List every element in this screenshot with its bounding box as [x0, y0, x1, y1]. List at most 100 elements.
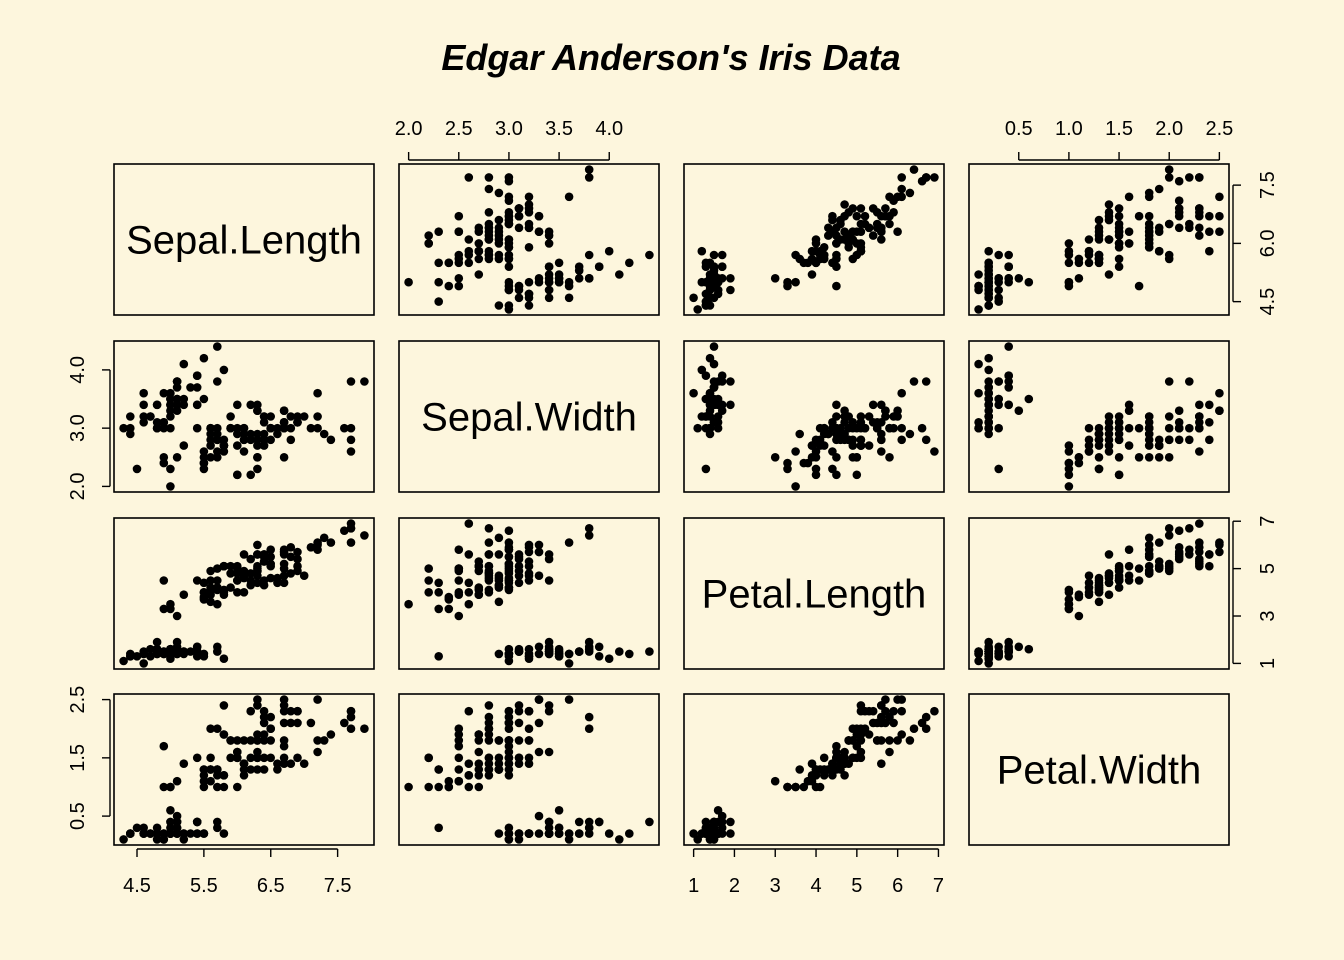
data-point: [860, 219, 870, 229]
tick-label: 2.5: [1205, 118, 1233, 140]
data-point: [921, 377, 931, 386]
data-point: [534, 642, 544, 652]
data-point: [293, 718, 302, 728]
data-point: [259, 765, 269, 774]
data-point: [791, 447, 800, 456]
data-point: [717, 250, 727, 260]
data-point: [524, 208, 534, 217]
data-point: [434, 578, 444, 588]
data-point: [832, 453, 841, 462]
data-point: [166, 482, 175, 491]
data-point: [226, 561, 235, 571]
data-point: [844, 435, 853, 445]
data-point: [286, 423, 296, 433]
data-point: [126, 423, 135, 433]
data-point: [434, 782, 444, 792]
data-point: [584, 274, 594, 283]
data-point: [1185, 423, 1194, 433]
data-point: [868, 400, 878, 410]
data-point: [554, 258, 564, 268]
data-point: [1164, 377, 1174, 386]
data-point: [186, 647, 195, 656]
data-point: [166, 604, 175, 614]
data-point: [504, 706, 514, 716]
data-point: [524, 569, 534, 578]
data-point: [1104, 550, 1114, 559]
tick-label: 3.0: [67, 414, 89, 442]
data-point: [319, 736, 329, 745]
data-point: [868, 418, 878, 427]
panel-petal-width-vs-sepal-width: [398, 693, 660, 846]
data-point: [233, 588, 242, 597]
data-point: [889, 706, 898, 716]
data-point: [584, 724, 594, 733]
data-point: [544, 747, 554, 757]
data-point: [206, 597, 215, 607]
data-point: [346, 524, 356, 533]
data-point: [705, 406, 715, 416]
data-point: [1094, 231, 1104, 240]
data-point: [464, 759, 474, 768]
tick-label: 3.5: [545, 118, 573, 140]
data-point: [783, 277, 792, 287]
data-point: [701, 464, 711, 474]
data-point: [504, 583, 514, 592]
data-point: [1154, 227, 1164, 236]
data-point: [233, 441, 242, 450]
data-point: [514, 753, 524, 763]
data-point: [544, 706, 554, 716]
data-point: [554, 823, 564, 833]
data-point: [554, 270, 564, 279]
data-point: [709, 342, 719, 351]
data-point: [484, 736, 494, 745]
data-point: [166, 423, 175, 433]
data-point: [1195, 231, 1204, 240]
data-point: [132, 652, 142, 661]
data-point: [1144, 192, 1154, 202]
data-point: [905, 736, 915, 745]
data-point: [279, 736, 289, 745]
data-point: [1104, 573, 1114, 583]
data-point: [574, 266, 584, 275]
data-point: [504, 285, 514, 295]
data-point: [534, 540, 544, 550]
tick-label: 6: [892, 875, 903, 897]
data-point: [253, 435, 262, 445]
data-point: [239, 573, 249, 583]
data-point: [179, 400, 189, 410]
data-point: [713, 274, 723, 283]
data-point: [554, 644, 564, 654]
data-point: [279, 759, 289, 768]
data-point: [877, 235, 886, 244]
data-point: [885, 219, 894, 229]
data-point: [454, 776, 464, 786]
data-point: [192, 400, 202, 410]
data-point: [856, 753, 866, 763]
data-point: [1064, 447, 1074, 456]
data-point: [693, 423, 702, 433]
data-point: [974, 281, 983, 291]
data-point: [192, 383, 202, 392]
data-point: [836, 423, 845, 433]
tick-label: 1: [688, 875, 699, 897]
data-point: [701, 258, 711, 268]
data-point: [199, 782, 209, 792]
data-point: [1144, 243, 1154, 252]
data-point: [286, 569, 296, 578]
data-point: [625, 829, 634, 838]
data-point: [877, 447, 886, 456]
tick-label: 3: [1257, 610, 1279, 621]
data-point: [474, 270, 484, 279]
data-point: [206, 776, 215, 786]
data-point: [994, 423, 1003, 433]
data-point: [286, 412, 296, 421]
data-point: [1144, 435, 1154, 445]
data-point: [807, 270, 817, 279]
data-point: [179, 441, 189, 450]
data-point: [544, 829, 554, 838]
data-point: [313, 695, 322, 704]
data-point: [313, 412, 322, 421]
data-point: [1195, 519, 1204, 528]
data-point: [464, 258, 474, 268]
data-point: [726, 829, 735, 838]
